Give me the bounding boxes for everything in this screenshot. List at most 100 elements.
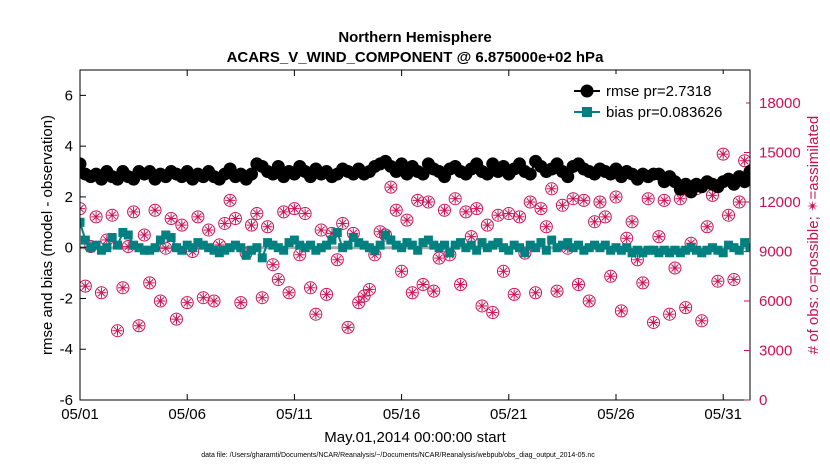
obs-possible-marker	[625, 215, 639, 229]
obs-possible-marker	[175, 218, 189, 232]
obs-assimilated-stroke	[360, 292, 368, 300]
rmse-point	[80, 157, 87, 171]
obs-assimilated-marker	[294, 249, 305, 260]
y-tick-label: 6	[65, 87, 73, 104]
obs-possible-marker	[545, 182, 559, 196]
bias-point	[230, 240, 240, 250]
obs-assimilated-marker	[450, 193, 461, 204]
obs-assimilated-marker	[150, 205, 161, 216]
obs-assimilated-marker	[498, 266, 509, 277]
obs-assimilated-stroke	[167, 214, 175, 223]
bias-point	[102, 243, 112, 253]
bias-point	[123, 230, 133, 240]
obs-assimilated-stroke	[338, 219, 347, 228]
obs-possible-marker	[421, 195, 435, 209]
obs-possible-marker	[362, 282, 376, 296]
bias-point	[257, 253, 267, 263]
chart-title-line-1: Northern Hemisphere	[338, 29, 491, 46]
obs-assimilated-marker	[107, 210, 118, 221]
obs-assimilated-stroke	[80, 207, 84, 213]
obs-assimilated-stroke	[542, 222, 551, 231]
obs-possible-marker	[496, 264, 510, 278]
obs-possible-marker	[604, 269, 618, 283]
obs-possible-marker	[513, 210, 527, 224]
obs-assimilated-stroke	[204, 226, 213, 234]
obs-assimilated-stroke	[638, 278, 647, 287]
bias-point	[370, 245, 380, 255]
bias-point	[263, 238, 273, 248]
obs-possible-marker	[320, 287, 334, 301]
bias-point	[525, 240, 535, 250]
obs-possible-marker	[416, 278, 430, 291]
obs-assimilated-stroke	[161, 244, 170, 253]
bias-point	[402, 238, 412, 248]
obs-possible-marker	[716, 147, 730, 161]
obs-assimilated-marker	[203, 225, 214, 236]
obs-possible-marker	[491, 208, 505, 222]
obs-assimilated-stroke	[140, 231, 149, 239]
obs-assimilated-stroke	[194, 212, 202, 221]
obs-assimilated-marker	[702, 221, 713, 232]
obs-possible-marker	[303, 281, 317, 295]
obs-assimilated-marker	[739, 155, 750, 166]
obs-possible-marker	[116, 281, 130, 295]
obs-possible-marker	[395, 264, 409, 278]
bias-point	[675, 248, 685, 258]
obs-assimilated-stroke	[220, 219, 229, 228]
obs-assimilated-marker	[418, 279, 429, 290]
obs-possible-marker	[105, 208, 119, 222]
bias-point	[300, 243, 310, 253]
obs-assimilated-marker	[182, 297, 193, 308]
obs-possible-marker	[94, 286, 108, 300]
obs-possible-marker	[143, 276, 157, 290]
obs-possible-marker	[309, 307, 323, 321]
obs-assimilated-stroke	[735, 198, 744, 206]
obs-assimilated-marker	[439, 205, 450, 216]
obs-possible-marker	[80, 202, 87, 216]
obs-assimilated-stroke	[263, 222, 272, 231]
bias-point	[632, 245, 642, 255]
bias-point	[209, 245, 219, 255]
obs-assimilated-stroke	[644, 194, 653, 203]
bias-point	[547, 235, 557, 245]
obs-assimilated-marker	[310, 309, 321, 320]
obs-assimilated-marker	[546, 183, 557, 194]
obs-assimilated-marker	[428, 286, 439, 297]
obs-assimilated-stroke	[135, 321, 143, 330]
obs-assimilated-marker	[321, 289, 332, 300]
obs-possible-marker	[127, 205, 141, 219]
obs-assimilated-marker	[584, 296, 595, 306]
bias-point	[86, 243, 96, 253]
bias-point	[590, 240, 600, 250]
obs-assimilated-marker	[503, 208, 514, 219]
obs-assimilated-marker	[466, 231, 477, 242]
bias-point	[434, 243, 444, 253]
obs-possible-marker	[555, 198, 569, 212]
bias-point	[456, 238, 466, 248]
obs-assimilated-marker	[139, 230, 150, 240]
obs-assimilated-marker	[278, 206, 289, 217]
x-tick-label: 05/06	[168, 406, 206, 423]
obs-assimilated-stroke	[553, 287, 561, 295]
obs-possible-marker	[255, 291, 269, 305]
obs-assimilated-marker	[225, 195, 236, 206]
obs-possible-marker	[475, 299, 489, 313]
obs-assimilated-stroke	[81, 282, 90, 291]
obs-assimilated-marker	[337, 218, 348, 229]
obs-assimilated-stroke	[590, 217, 599, 226]
obs-possible-marker	[282, 286, 296, 300]
obs-possible-marker	[80, 279, 92, 293]
bias-point	[724, 240, 734, 250]
obs-possible-marker	[159, 241, 173, 255]
obs-assimilated-stroke	[258, 293, 267, 302]
obs-assimilated-marker	[493, 210, 504, 221]
obs-assimilated-marker	[155, 296, 166, 306]
obs-assimilated-stroke	[333, 255, 342, 264]
bias-point	[616, 245, 626, 255]
bias-point	[80, 235, 90, 245]
obs-assimilated-stroke	[740, 156, 749, 165]
obs-assimilated-marker	[166, 213, 177, 224]
rmse-point	[743, 165, 750, 179]
obs-assimilated-stroke	[579, 196, 588, 205]
